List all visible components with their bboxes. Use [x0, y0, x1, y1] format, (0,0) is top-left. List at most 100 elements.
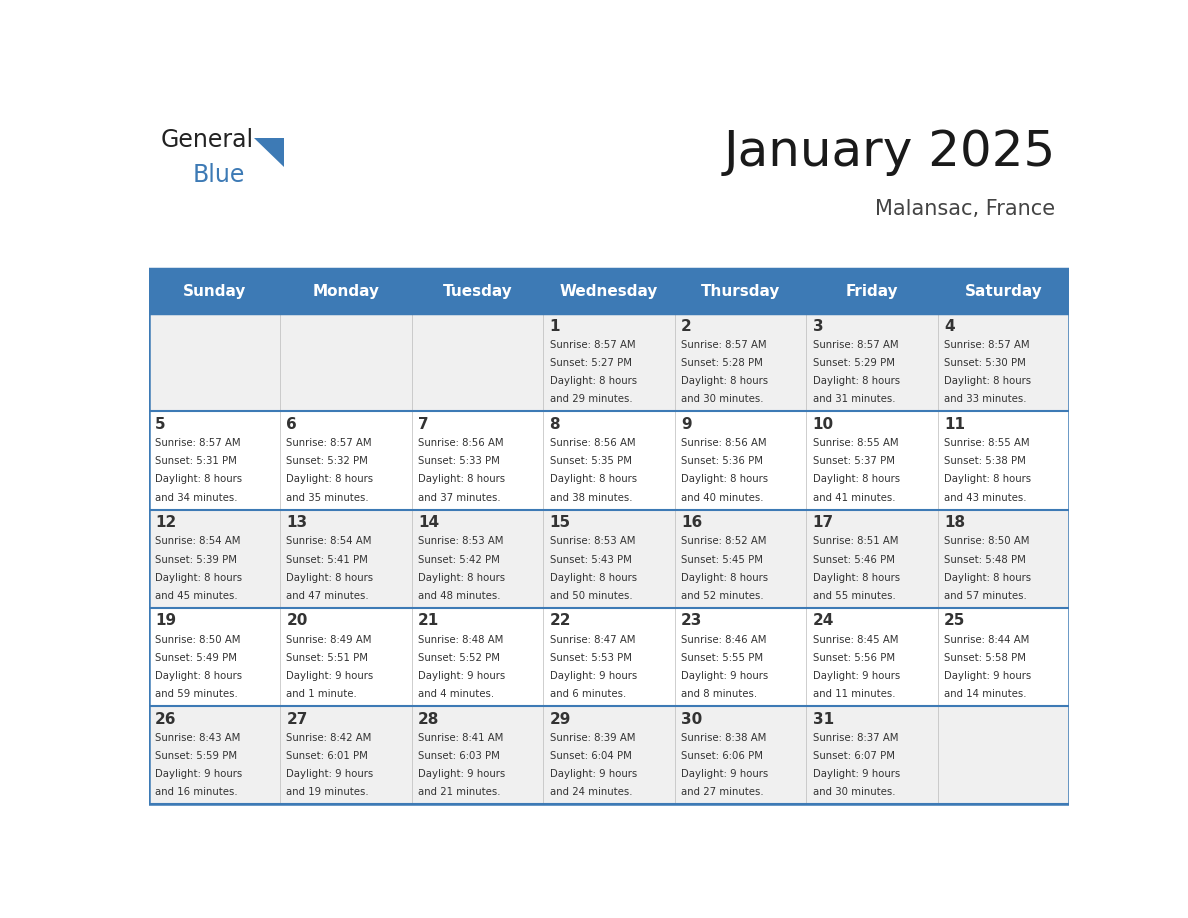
- Text: Daylight: 8 hours: Daylight: 8 hours: [681, 573, 769, 583]
- Bar: [937, 411, 1069, 509]
- Text: and 30 minutes.: and 30 minutes.: [681, 395, 764, 405]
- Text: Friday: Friday: [846, 284, 898, 298]
- Text: and 55 minutes.: and 55 minutes.: [813, 591, 896, 601]
- Text: 6: 6: [286, 417, 297, 432]
- Bar: [807, 509, 937, 608]
- Bar: [411, 509, 543, 608]
- Text: and 8 minutes.: and 8 minutes.: [681, 689, 757, 700]
- Text: 7: 7: [418, 417, 429, 432]
- Text: and 59 minutes.: and 59 minutes.: [154, 689, 238, 700]
- Text: Daylight: 8 hours: Daylight: 8 hours: [944, 376, 1031, 386]
- Text: 22: 22: [550, 613, 571, 629]
- Text: Sunset: 5:51 PM: Sunset: 5:51 PM: [286, 653, 368, 663]
- Bar: [411, 313, 543, 411]
- Text: and 19 minutes.: and 19 minutes.: [286, 788, 369, 798]
- Text: Daylight: 8 hours: Daylight: 8 hours: [550, 573, 637, 583]
- Text: Sunset: 6:06 PM: Sunset: 6:06 PM: [681, 751, 763, 761]
- Text: Daylight: 9 hours: Daylight: 9 hours: [418, 671, 505, 681]
- Text: Sunrise: 8:46 AM: Sunrise: 8:46 AM: [681, 634, 766, 644]
- Text: Malansac, France: Malansac, France: [876, 198, 1055, 218]
- Text: and 29 minutes.: and 29 minutes.: [550, 395, 632, 405]
- Text: Sunset: 5:32 PM: Sunset: 5:32 PM: [286, 456, 368, 466]
- Text: Saturday: Saturday: [965, 284, 1042, 298]
- Text: and 57 minutes.: and 57 minutes.: [944, 591, 1026, 601]
- Text: and 34 minutes.: and 34 minutes.: [154, 493, 238, 503]
- Bar: [937, 608, 1069, 706]
- Text: Sunrise: 8:55 AM: Sunrise: 8:55 AM: [944, 438, 1030, 448]
- Text: Sunset: 5:35 PM: Sunset: 5:35 PM: [550, 456, 632, 466]
- Text: Sunrise: 8:47 AM: Sunrise: 8:47 AM: [550, 634, 636, 644]
- Text: Sunrise: 8:38 AM: Sunrise: 8:38 AM: [681, 733, 766, 743]
- Text: Sunrise: 8:53 AM: Sunrise: 8:53 AM: [550, 536, 636, 546]
- Text: Sunset: 5:46 PM: Sunset: 5:46 PM: [813, 554, 895, 565]
- Text: Sunrise: 8:57 AM: Sunrise: 8:57 AM: [550, 340, 636, 350]
- Bar: [411, 706, 543, 804]
- Text: 9: 9: [681, 417, 691, 432]
- Text: Sunrise: 8:56 AM: Sunrise: 8:56 AM: [418, 438, 504, 448]
- Bar: [411, 608, 543, 706]
- Text: Blue: Blue: [192, 163, 245, 187]
- Text: Sunset: 5:59 PM: Sunset: 5:59 PM: [154, 751, 238, 761]
- Text: Daylight: 8 hours: Daylight: 8 hours: [154, 573, 242, 583]
- Bar: [543, 608, 675, 706]
- Text: Daylight: 8 hours: Daylight: 8 hours: [418, 475, 505, 485]
- Text: 24: 24: [813, 613, 834, 629]
- Text: Sunrise: 8:48 AM: Sunrise: 8:48 AM: [418, 634, 504, 644]
- Bar: [807, 706, 937, 804]
- Bar: [543, 411, 675, 509]
- Bar: [807, 313, 937, 411]
- Text: Sunrise: 8:57 AM: Sunrise: 8:57 AM: [813, 340, 898, 350]
- Text: Sunset: 5:55 PM: Sunset: 5:55 PM: [681, 653, 763, 663]
- Text: 26: 26: [154, 711, 177, 727]
- Text: Sunset: 5:48 PM: Sunset: 5:48 PM: [944, 554, 1026, 565]
- Text: Sunrise: 8:42 AM: Sunrise: 8:42 AM: [286, 733, 372, 743]
- Text: Daylight: 9 hours: Daylight: 9 hours: [154, 769, 242, 779]
- Bar: [148, 509, 280, 608]
- Text: Daylight: 8 hours: Daylight: 8 hours: [944, 573, 1031, 583]
- Text: and 6 minutes.: and 6 minutes.: [550, 689, 626, 700]
- Text: Sunrise: 8:57 AM: Sunrise: 8:57 AM: [286, 438, 372, 448]
- Text: Daylight: 8 hours: Daylight: 8 hours: [681, 475, 769, 485]
- Text: and 47 minutes.: and 47 minutes.: [286, 591, 369, 601]
- Bar: [675, 608, 807, 706]
- Text: Sunrise: 8:41 AM: Sunrise: 8:41 AM: [418, 733, 504, 743]
- Text: Daylight: 9 hours: Daylight: 9 hours: [418, 769, 505, 779]
- Text: Sunset: 5:39 PM: Sunset: 5:39 PM: [154, 554, 236, 565]
- Text: Daylight: 8 hours: Daylight: 8 hours: [418, 573, 505, 583]
- Text: 13: 13: [286, 515, 308, 531]
- Bar: [148, 313, 280, 411]
- Text: Sunset: 5:30 PM: Sunset: 5:30 PM: [944, 358, 1026, 368]
- Text: Sunrise: 8:56 AM: Sunrise: 8:56 AM: [681, 438, 766, 448]
- Text: Sunrise: 8:55 AM: Sunrise: 8:55 AM: [813, 438, 898, 448]
- Text: Sunset: 5:37 PM: Sunset: 5:37 PM: [813, 456, 895, 466]
- Text: Sunset: 5:45 PM: Sunset: 5:45 PM: [681, 554, 763, 565]
- Text: Sunset: 6:03 PM: Sunset: 6:03 PM: [418, 751, 500, 761]
- Bar: [543, 706, 675, 804]
- Text: Daylight: 8 hours: Daylight: 8 hours: [813, 475, 899, 485]
- Text: Daylight: 8 hours: Daylight: 8 hours: [550, 376, 637, 386]
- Text: 29: 29: [550, 711, 571, 727]
- Text: and 16 minutes.: and 16 minutes.: [154, 788, 238, 798]
- Text: Sunset: 5:52 PM: Sunset: 5:52 PM: [418, 653, 500, 663]
- Text: Sunset: 5:53 PM: Sunset: 5:53 PM: [550, 653, 632, 663]
- Bar: [543, 313, 675, 411]
- Text: Sunrise: 8:39 AM: Sunrise: 8:39 AM: [550, 733, 636, 743]
- Text: Sunrise: 8:43 AM: Sunrise: 8:43 AM: [154, 733, 240, 743]
- Text: 21: 21: [418, 613, 440, 629]
- Text: 3: 3: [813, 319, 823, 333]
- Text: Daylight: 9 hours: Daylight: 9 hours: [286, 769, 374, 779]
- Text: and 24 minutes.: and 24 minutes.: [550, 788, 632, 798]
- Text: Sunset: 6:01 PM: Sunset: 6:01 PM: [286, 751, 368, 761]
- Bar: [148, 411, 280, 509]
- Text: Sunset: 5:56 PM: Sunset: 5:56 PM: [813, 653, 895, 663]
- Text: Daylight: 9 hours: Daylight: 9 hours: [813, 769, 899, 779]
- Text: Sunrise: 8:56 AM: Sunrise: 8:56 AM: [550, 438, 636, 448]
- Text: and 11 minutes.: and 11 minutes.: [813, 689, 895, 700]
- Text: and 43 minutes.: and 43 minutes.: [944, 493, 1026, 503]
- Text: 2: 2: [681, 319, 691, 333]
- Bar: [148, 608, 280, 706]
- Text: Sunset: 5:42 PM: Sunset: 5:42 PM: [418, 554, 500, 565]
- Bar: [148, 706, 280, 804]
- Bar: [937, 706, 1069, 804]
- Text: Daylight: 9 hours: Daylight: 9 hours: [550, 769, 637, 779]
